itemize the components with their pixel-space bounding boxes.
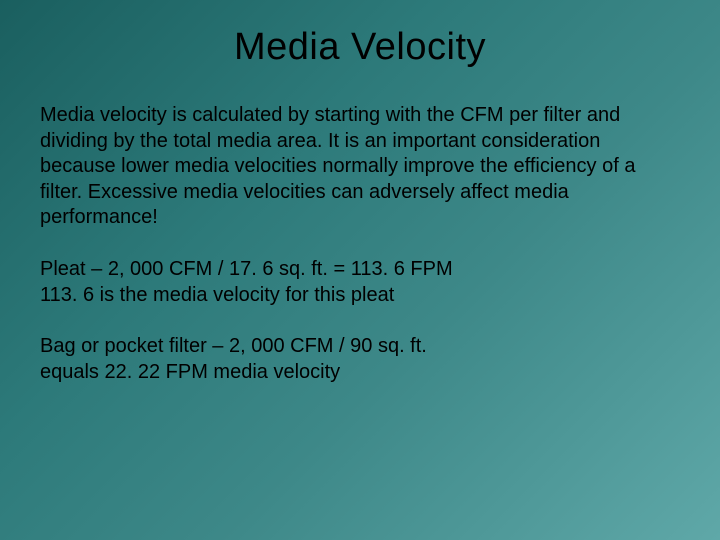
bag-calc-line1: Bag or pocket filter – 2, 000 CFM / 90 s… (40, 335, 427, 357)
slide-container: Media Velocity Media velocity is calcula… (0, 0, 720, 540)
bag-filter-calculation: Bag or pocket filter – 2, 000 CFM / 90 s… (40, 334, 680, 385)
slide-title: Media Velocity (40, 26, 680, 69)
pleat-calculation: Pleat – 2, 000 CFM / 17. 6 sq. ft. = 113… (40, 257, 680, 308)
bag-calc-line2: equals 22. 22 FPM media velocity (40, 361, 340, 383)
description-paragraph: Media velocity is calculated by starting… (40, 103, 680, 231)
pleat-calc-line1: Pleat – 2, 000 CFM / 17. 6 sq. ft. = 113… (40, 258, 453, 280)
pleat-calc-line2: 113. 6 is the media velocity for this pl… (40, 284, 394, 306)
